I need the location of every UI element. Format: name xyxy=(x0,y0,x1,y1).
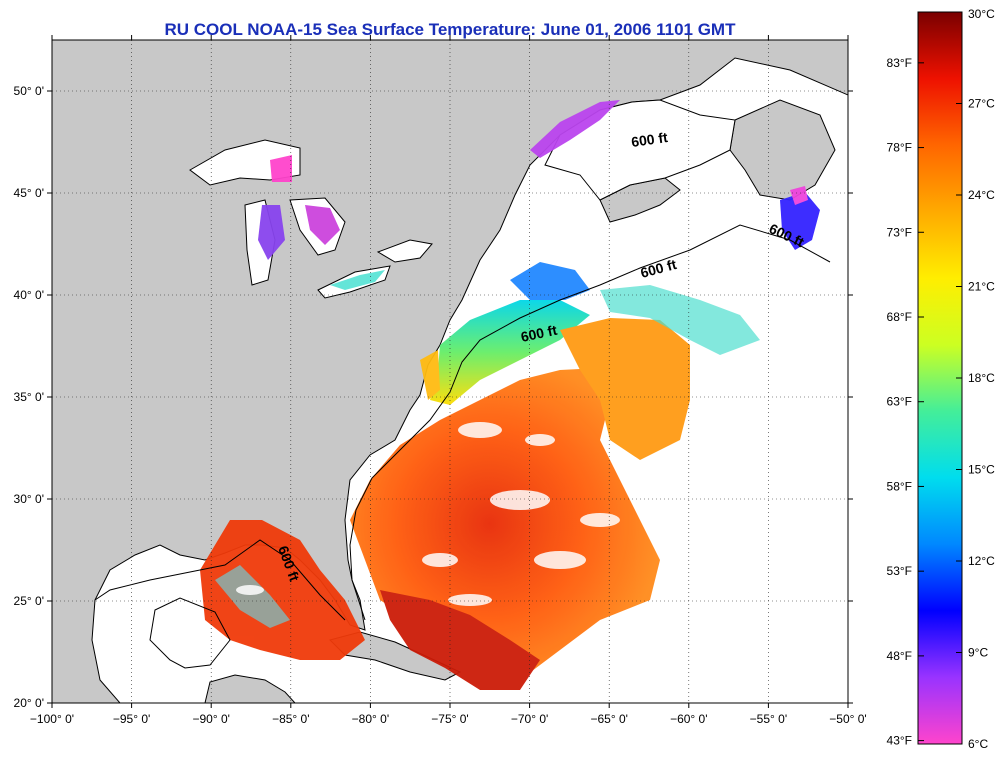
sst-lake-michigan-mix xyxy=(258,205,285,260)
colorbar-label-celsius: 18°C xyxy=(968,371,995,385)
colorbar xyxy=(917,11,963,745)
sst-lake-huron-mix xyxy=(305,205,340,245)
lat-tick-label: 45° 0' xyxy=(14,186,44,200)
yucatan-land xyxy=(204,674,296,703)
sst-gulf-of-maine xyxy=(510,262,590,300)
lon-tick-label: −65° 0' xyxy=(590,712,627,726)
colorbar-label-celsius: 9°C xyxy=(968,646,988,660)
contour-gulf-line xyxy=(94,539,346,621)
lat-tick-label: 40° 0' xyxy=(14,288,44,302)
lon-tick-label: −100° 0' xyxy=(30,712,74,726)
lake-ontario xyxy=(376,239,433,263)
cuba-land xyxy=(329,631,462,681)
contour-label: 600 ft xyxy=(519,322,558,345)
sst-newfoundland-cold xyxy=(780,192,820,250)
lon-tick-label: −80° 0' xyxy=(352,712,389,726)
map-title: RU COOL NOAA-15 Sea Surface Temperature:… xyxy=(164,20,736,39)
sst-lake-erie-cyan xyxy=(330,270,385,290)
colorbar-labels: 30°C 27°C 24°C 21°C 18°C 15°C 12°C 9°C 6°C 83°F 78… xyxy=(887,7,996,751)
sst-caribbean-warm xyxy=(380,590,540,690)
lon-tick-label: −70° 0' xyxy=(511,712,548,726)
sst-chesapeake-warm xyxy=(420,350,440,400)
axis-ticks: −100° 0' −95° 0' −90° 0' −85° 0' −80° 0' −75°… xyxy=(14,35,867,726)
sst-offshore-cool xyxy=(600,285,760,355)
colorbar-label-fahrenheit: 43°F xyxy=(887,734,912,748)
contour-gulf-loop xyxy=(149,597,231,669)
lat-tick-label: 50° 0' xyxy=(14,84,44,98)
lon-tick-label: −85° 0' xyxy=(272,712,309,726)
colorbar-label-fahrenheit: 53°F xyxy=(887,564,912,578)
contour-label: 600 ft xyxy=(630,129,669,150)
contour-600ft-line xyxy=(349,224,831,621)
colorbar-label-celsius: 6°C xyxy=(968,737,988,751)
lat-tick-label: 30° 0' xyxy=(14,492,44,506)
colorbar-label-fahrenheit: 63°F xyxy=(887,395,912,409)
lat-tick-label: 25° 0' xyxy=(14,594,44,608)
lat-tick-label: 35° 0' xyxy=(14,390,44,404)
colorbar-label-celsius: 12°C xyxy=(968,554,995,568)
lon-tick-label: −50° 0' xyxy=(829,712,866,726)
colorbar-label-fahrenheit: 48°F xyxy=(887,649,912,663)
colorbar-label-fahrenheit: 68°F xyxy=(887,310,912,324)
cloud-speckle xyxy=(236,422,620,606)
sst-st-lawrence-cold xyxy=(530,100,620,158)
colorbar-label-celsius: 15°C xyxy=(968,463,995,477)
sst-data-overlay xyxy=(200,100,820,690)
lon-tick-label: −75° 0' xyxy=(431,712,468,726)
sst-lake-superior-pink xyxy=(270,155,292,182)
lat-tick-label: 20° 0' xyxy=(14,696,44,710)
sst-newfoundland-pink xyxy=(790,186,808,205)
colorbar-label-fahrenheit: 58°F xyxy=(887,479,912,493)
lon-tick-label: −90° 0' xyxy=(192,712,229,726)
colorbar-label-celsius: 21°C xyxy=(968,280,995,294)
colorbar-label-celsius: 30°C xyxy=(968,7,995,21)
colorbar-label-celsius: 27°C xyxy=(968,97,995,111)
sst-shelf-cool xyxy=(430,300,590,405)
lon-tick-label: −95° 0' xyxy=(113,712,150,726)
sst-slope-warm xyxy=(560,318,690,460)
map-layers xyxy=(52,40,848,703)
lon-tick-label: −55° 0' xyxy=(750,712,787,726)
sst-gulf-of-mexico xyxy=(200,520,365,660)
colorbar-label-celsius: 24°C xyxy=(968,188,995,202)
lat-lon-grid xyxy=(52,40,848,703)
colorbar-label-fahrenheit: 73°F xyxy=(887,225,912,239)
colorbar-label-fahrenheit: 78°F xyxy=(887,141,912,155)
colorbar-label-fahrenheit: 83°F xyxy=(887,56,912,70)
sst-gulf-bands xyxy=(215,565,290,628)
lon-tick-label: −60° 0' xyxy=(670,712,707,726)
